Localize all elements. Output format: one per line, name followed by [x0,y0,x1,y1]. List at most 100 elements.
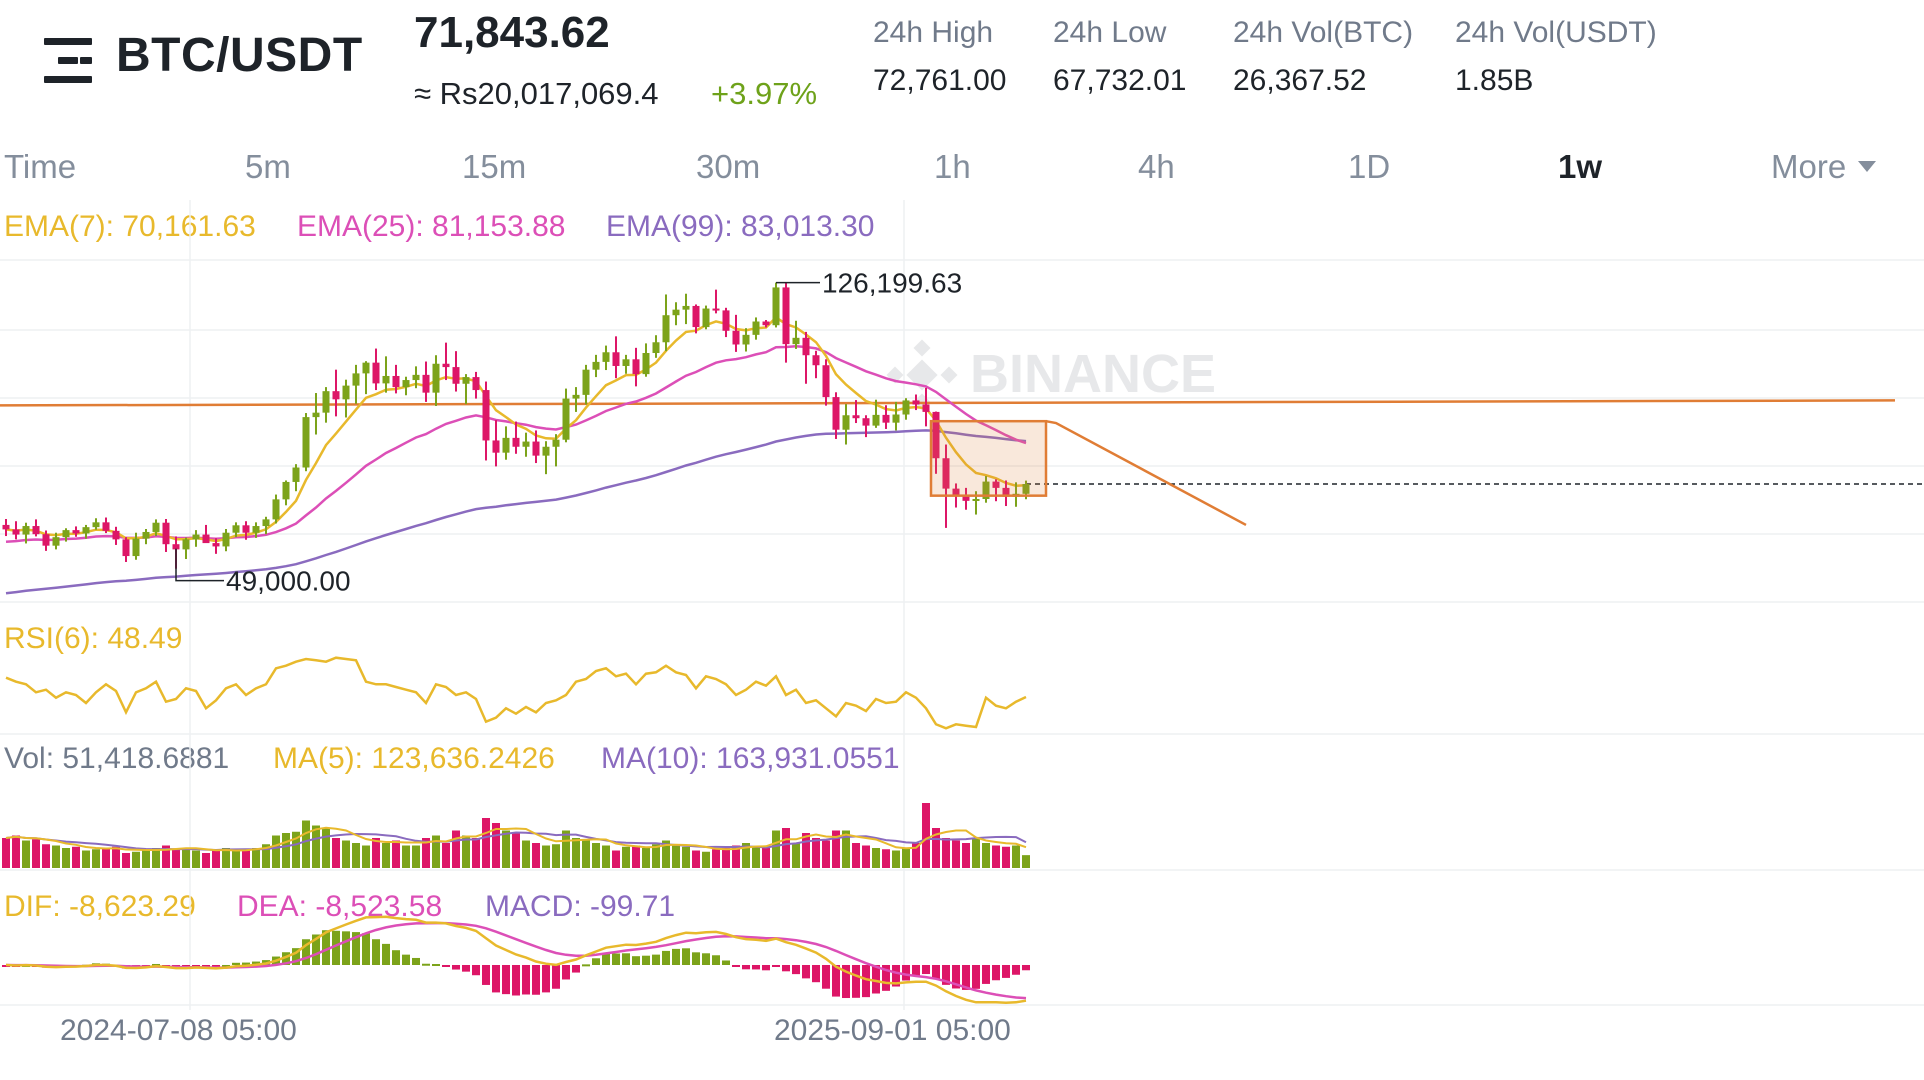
volume-bar [502,830,510,868]
candle-body [832,397,840,430]
candle-body [262,519,270,527]
candle-body [582,369,590,395]
tab-1d[interactable]: 1D [1348,148,1391,185]
candle-body [892,414,900,423]
legend-volume: Vol: 51,418.6881 [4,742,230,775]
macd-panel [2,915,1030,1004]
candle-body [592,361,600,370]
vol-ma5-line [5,826,1027,852]
candle-body [812,355,820,366]
candle-body [22,526,30,535]
candle-body [82,527,90,534]
candle-body [992,481,1000,488]
candle-body [312,412,320,418]
tab-5m[interactable]: 5m [245,148,291,185]
volume-bar [72,846,80,868]
candle-body [12,529,20,535]
candle-body [282,481,290,500]
candle-body [512,437,520,447]
macd-histogram-bar [1022,965,1030,971]
price-markers: 126,199.63 49,000.00 [175,268,962,597]
candle-body [842,415,850,430]
candle-body [612,352,620,366]
legend-dea: DEA: -8,523.58 [237,890,443,923]
volume-bar [522,840,530,868]
chart-grid [0,200,1924,1010]
macd-histogram-bar [392,950,400,965]
candle-body [482,390,490,441]
macd-histogram-bar [552,965,560,989]
macd-histogram-bar [722,960,730,965]
macd-histogram-bar [872,965,880,994]
volume-bar [262,844,270,868]
kline-chart[interactable]: BINANCE 126,199.63 49,000.00 2024-07-08 … [0,196,1924,1080]
candle-body [92,522,100,528]
volume-bar [52,845,60,868]
macd-histogram-bar [822,965,830,989]
volume-bar [942,838,950,868]
macd-histogram-bar [432,964,440,967]
candle-body [1022,484,1030,494]
volume-bars [2,803,1030,868]
macd-histogram-bar [962,965,970,990]
candle-body [822,365,830,398]
macd-histogram-bar [532,965,540,995]
volume-bar [512,833,520,868]
candle-body [252,526,260,533]
candle-body [272,499,280,520]
candle-body [342,385,350,400]
tab-time[interactable]: Time [4,148,77,185]
macd-histogram-bar [232,962,240,965]
macd-histogram-bar [202,965,210,967]
volume-bar [292,831,300,868]
volume-bar [302,820,310,868]
volume-bar [842,830,850,868]
range-box-drawing[interactable] [929,419,1247,527]
tab-more[interactable]: More [1771,148,1877,186]
volume-bar [182,848,190,868]
legend-ema7: EMA(7): 70,161.63 [4,210,256,243]
volume-bar [432,835,440,868]
macd-histogram-bar [412,957,420,965]
candle-body [622,359,630,366]
menu-icon[interactable] [44,38,92,84]
candle-body [442,363,450,368]
volume-bar [592,843,600,868]
macd-histogram-bar [462,965,470,972]
candle-body [802,337,810,356]
ema99-line [5,429,1027,595]
volume-bar [622,846,630,868]
candle-body [372,362,380,384]
macd-histogram-bar [382,943,390,965]
tab-15m[interactable]: 15m [462,148,527,185]
macd-histogram-bar [402,954,410,965]
low-marker-label: 49,000.00 [226,566,351,597]
macd-histogram-bar [572,965,580,973]
tab-1h[interactable]: 1h [934,148,971,185]
legend-ema25: EMA(25): 81,153.88 [297,210,566,243]
volume-bar [542,845,550,868]
candle-body [672,309,680,316]
dif-line [5,915,1027,1004]
candle-body [192,534,200,540]
tab-30m[interactable]: 30m [696,148,761,185]
macd-histogram-bar [562,965,570,980]
pair-title[interactable]: BTC/USDT [116,29,363,82]
stat-label-24h-vol-btc: 24h Vol(BTC) [1233,16,1414,49]
volume-bar [992,845,1000,868]
candle-body [72,530,80,534]
macd-histogram-bar [682,948,690,965]
tab-4h[interactable]: 4h [1138,148,1175,185]
candle-body [722,310,730,331]
volume-bar [112,846,120,868]
volume-bar [822,840,830,868]
macd-histogram-bar [692,952,700,965]
candle-body [402,380,410,388]
tab-1w[interactable]: 1w [1558,148,1603,185]
volume-bar [422,838,430,868]
volume-bar [62,848,70,868]
macd-histogram-bar [422,963,430,966]
macd-histogram-bar [612,953,620,965]
macd-histogram-bar [322,930,330,965]
macd-histogram-bar [732,965,740,967]
